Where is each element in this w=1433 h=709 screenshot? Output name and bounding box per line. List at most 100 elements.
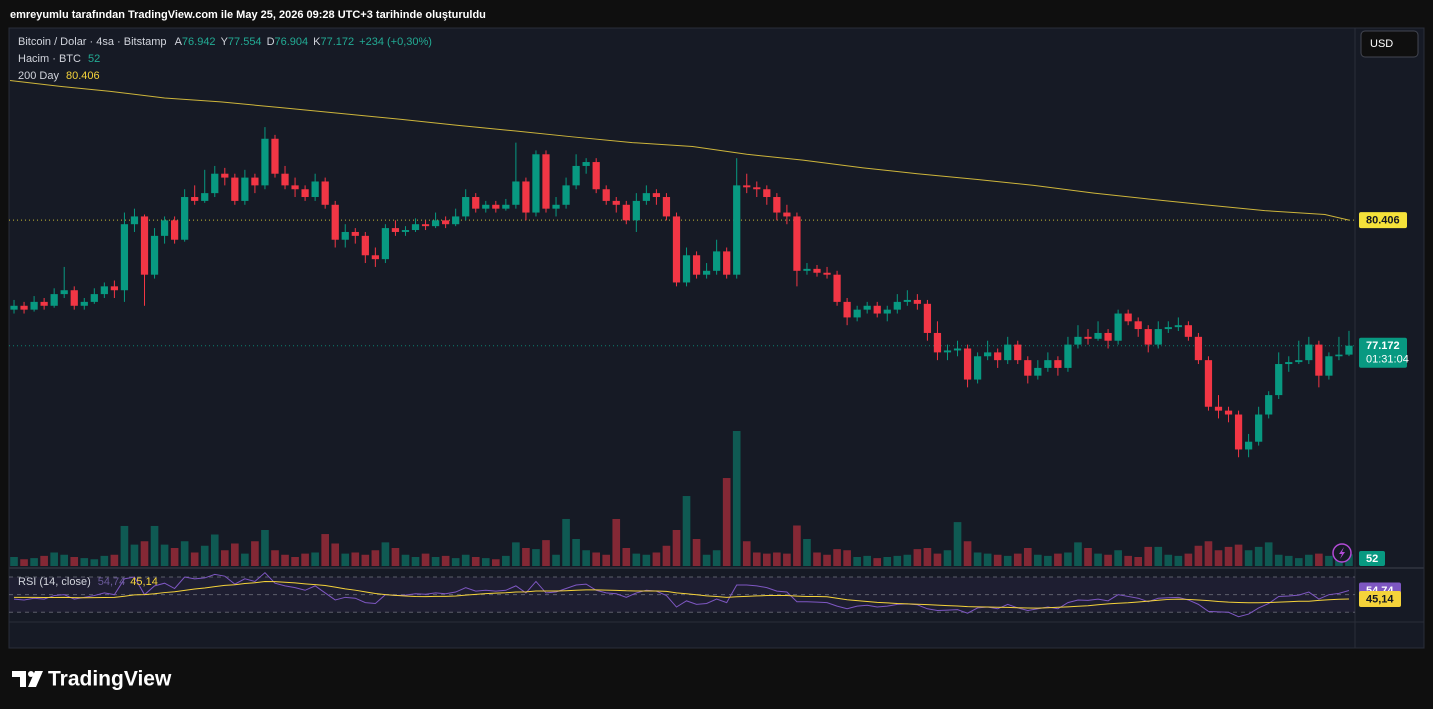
candle-body [181, 197, 189, 240]
candle-body [482, 204, 490, 209]
candle-wick [435, 212, 437, 229]
volume-bar [1064, 552, 1072, 566]
volume-bar [813, 552, 821, 566]
name: Hacim · BTC [18, 53, 81, 65]
volume-bar [532, 549, 540, 566]
candle-wick [1348, 330, 1350, 357]
volume-bar [80, 558, 89, 566]
volume-bar [893, 555, 902, 566]
button-label[interactable]: USD [1370, 38, 1393, 50]
volume-bar [1034, 554, 1042, 566]
candle-body [562, 185, 570, 205]
candle-body [963, 348, 972, 380]
volume-bar [983, 553, 992, 566]
candle-body [371, 255, 379, 260]
candle-body [20, 305, 28, 310]
candle-body [783, 212, 791, 217]
candle-body [1265, 395, 1273, 415]
candle-body [863, 305, 871, 310]
volume-bar [602, 554, 611, 566]
candle-body [813, 268, 821, 273]
candle-wick [906, 290, 908, 306]
rsi-tag-label: 45,14 [1366, 593, 1394, 605]
candle-body [773, 197, 781, 213]
volume-bar [150, 525, 159, 566]
candle-body [311, 181, 319, 198]
candle-body [1234, 414, 1243, 450]
candle-body [632, 200, 640, 221]
candle-body [1114, 313, 1122, 341]
volume-bar [491, 559, 500, 566]
volume-tag-label: 52 [1366, 553, 1378, 565]
volume-bar [231, 543, 239, 566]
volume-bar [1174, 555, 1183, 566]
volume-bar [873, 558, 882, 566]
volume-bar [1315, 553, 1323, 566]
candle-body [743, 185, 751, 188]
candle-body [150, 235, 159, 275]
volume-bar [1114, 550, 1122, 566]
volume-bar [1003, 555, 1012, 566]
volume-bar [562, 518, 570, 566]
candle-body [211, 173, 219, 194]
candle-body [1014, 344, 1022, 361]
candle-body [431, 220, 440, 227]
volume-bar [1294, 558, 1303, 566]
candle-body [361, 235, 369, 256]
candle-wick [515, 142, 517, 209]
volume-bar [682, 496, 691, 566]
volume-bar [30, 558, 38, 566]
volume-bar [793, 525, 801, 566]
header-caption: emreyumlu tarafından TradingView.com ile… [10, 9, 486, 21]
volume-bar [130, 544, 139, 566]
candle-body [652, 193, 661, 198]
value: 80.406 [66, 70, 100, 82]
volume-bar [140, 541, 149, 566]
candle-body [913, 299, 921, 304]
candle-body [723, 251, 731, 275]
volume-bar [411, 557, 420, 566]
candle-wick [1217, 395, 1219, 419]
volume-bar [512, 542, 520, 566]
candle-body [1074, 336, 1082, 345]
key: A [175, 36, 183, 48]
candle-body [803, 268, 811, 271]
volume-bar [622, 548, 631, 566]
button-frame[interactable] [1360, 30, 1419, 58]
candle-body [261, 138, 269, 186]
candle-body [733, 185, 741, 275]
volume-bar [923, 548, 932, 566]
candle-body [1315, 344, 1323, 376]
candle-body [512, 181, 520, 205]
volume-bar [70, 557, 79, 566]
candle-body [401, 230, 410, 232]
candle-body [522, 181, 530, 213]
volume-bar [863, 555, 872, 566]
volume-bar [853, 557, 861, 566]
volume-bar [773, 552, 781, 566]
candle-body [713, 251, 721, 271]
legend-ma: 200 Day 80.406 [18, 70, 100, 82]
volume-bar [1144, 546, 1153, 566]
volume-bar [502, 555, 510, 566]
volume-bar [1274, 554, 1283, 566]
countdown: 01:31:04 [1366, 354, 1409, 366]
candle-body [552, 204, 560, 209]
currency-button[interactable]: USD [1360, 30, 1419, 58]
candle-body [462, 197, 470, 217]
candle-wick [886, 305, 888, 322]
candle-body [1034, 367, 1042, 376]
candle-wick [957, 340, 959, 357]
volume-bar [60, 554, 69, 566]
volume-bar [1194, 545, 1203, 566]
volume-bar [582, 550, 590, 566]
candle-body [1164, 327, 1172, 330]
candle-body [60, 290, 68, 295]
volume-bar [672, 530, 681, 566]
volume-bar [1184, 553, 1193, 566]
volume-bar [1124, 555, 1132, 566]
value: 76.942 [182, 36, 216, 48]
volume-bar [190, 552, 199, 566]
volume-bar [803, 539, 811, 566]
candle-body [140, 216, 149, 275]
